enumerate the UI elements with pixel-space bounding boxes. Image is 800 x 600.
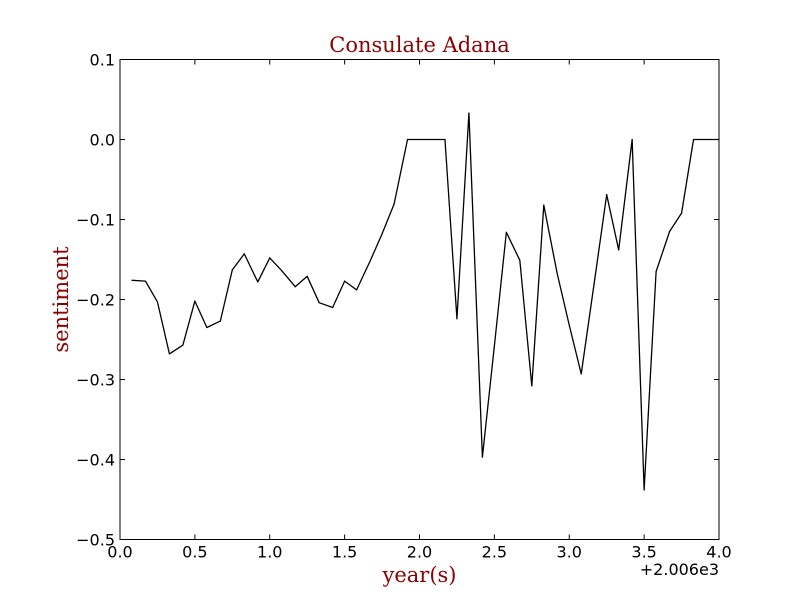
data-point — [493, 345, 495, 347]
data-point — [206, 326, 208, 329]
x-tick-label: 1.5 — [332, 543, 357, 562]
data-point — [655, 270, 657, 273]
data-point — [706, 138, 708, 141]
y-tick-label: 0.0 — [90, 131, 115, 150]
data-point — [231, 269, 233, 271]
x-tick-label: 1.0 — [257, 543, 282, 562]
data-point — [194, 300, 196, 302]
data-point — [481, 456, 483, 458]
x-tick-label: 4.0 — [706, 543, 731, 562]
data-point — [306, 275, 308, 277]
x-offset-label: +2.006e3 — [640, 560, 719, 579]
data-point — [692, 138, 695, 141]
data-point — [281, 270, 283, 272]
data-point — [631, 138, 633, 141]
data-point — [131, 279, 133, 281]
y-tick-label: −0.3 — [76, 371, 115, 390]
data-point — [344, 280, 346, 282]
data-point — [356, 289, 358, 291]
data-point — [680, 212, 683, 214]
data-point — [668, 230, 671, 233]
data-point — [531, 385, 533, 387]
data-point — [556, 273, 558, 275]
data-point — [294, 286, 296, 288]
plot-frame — [119, 59, 720, 540]
ticks-group: 0.0 0.5 1.0 1.5 2.0 2.5 3.0 3.5 4.0 0.1 0.0 −0.1 −0.… — [76, 51, 732, 562]
x-tick-label: 2.5 — [482, 543, 507, 562]
data-point — [444, 138, 446, 141]
y-tick-label: −0.2 — [76, 291, 115, 310]
x-axis-label: year(s) — [381, 563, 456, 587]
data-point — [643, 489, 645, 491]
series-line — [131, 112, 719, 491]
data-point — [406, 138, 409, 141]
plot-area — [120, 59, 719, 540]
data-point — [318, 302, 320, 304]
data-point — [381, 233, 383, 235]
data-point — [418, 138, 421, 141]
data-point — [456, 318, 458, 320]
x-tick-label: 3.5 — [631, 543, 656, 562]
data-point — [168, 353, 171, 355]
y-tick-label: −0.5 — [76, 531, 115, 550]
data-point — [144, 280, 147, 282]
x-tick-label: 0.0 — [107, 543, 132, 562]
x-tick-label: 0.5 — [182, 543, 207, 562]
data-point — [543, 204, 545, 206]
data-point — [182, 344, 184, 346]
data-point — [269, 257, 271, 259]
data-point — [519, 259, 521, 261]
x-tick-label: 3.0 — [557, 543, 582, 562]
data-point — [618, 249, 620, 251]
y-axis-label: sentiment — [49, 246, 73, 353]
data-point — [332, 306, 334, 309]
y-tick-label: −0.4 — [76, 451, 115, 470]
data-point — [156, 301, 159, 303]
data-point — [219, 320, 221, 322]
data-point — [243, 253, 245, 255]
data-point — [393, 203, 395, 205]
data-point — [568, 324, 570, 326]
data-point — [369, 260, 371, 262]
data-point — [257, 281, 259, 283]
x-tick-label: 2.0 — [407, 543, 432, 562]
y-tick-label: 0.1 — [90, 51, 115, 70]
data-point — [580, 373, 582, 375]
chart-title: Consulate Adana — [329, 33, 510, 57]
data-point — [430, 138, 433, 141]
y-tick-label: −0.1 — [76, 211, 115, 230]
data-point — [594, 278, 596, 281]
data-point — [505, 231, 507, 233]
data-point — [468, 112, 470, 114]
data-point — [606, 194, 608, 196]
